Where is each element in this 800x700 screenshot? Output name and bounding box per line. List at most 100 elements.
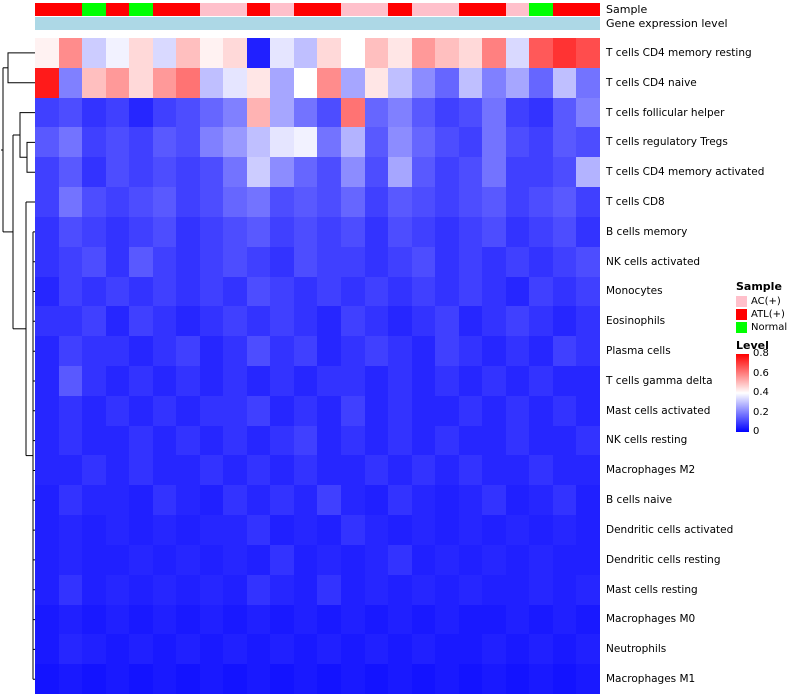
heatmap-cell (82, 246, 106, 277)
heatmap-cell (293, 366, 318, 396)
heatmap-cell (529, 157, 553, 188)
row-label: Mast cells resting (606, 583, 698, 596)
row-labels: T cells CD4 memory resting T cells CD4 na… (606, 38, 766, 694)
heatmap-cell (552, 306, 577, 337)
heatmap-cell (435, 395, 459, 426)
row-label: Eosinophils (606, 315, 666, 328)
heatmap-cell (246, 127, 271, 158)
heatmap-cell (293, 187, 318, 217)
sample-annotation-cell (435, 3, 459, 16)
heatmap-cell (58, 515, 83, 545)
heatmap-cell (246, 246, 271, 277)
heatmap-cell (223, 544, 247, 575)
heatmap-cell (388, 67, 412, 98)
heatmap-cell (529, 336, 553, 366)
heatmap-cell (199, 336, 224, 366)
heatmap-cell (82, 604, 106, 635)
heatmap-cell (364, 127, 389, 158)
row-label: Neutrophils (606, 643, 667, 656)
heatmap-cell (35, 574, 59, 605)
gene-expression-annotation-cell (129, 17, 153, 30)
heatmap-cell (458, 485, 483, 516)
heatmap-cell (293, 157, 318, 188)
heatmap-cell (199, 485, 224, 516)
heatmap-cell (576, 276, 600, 307)
heatmap-cell (388, 366, 412, 396)
heatmap-cell (411, 664, 436, 694)
heatmap-cell (576, 216, 600, 247)
heatmap-cell (105, 544, 130, 575)
heatmap-cell (388, 664, 412, 694)
sample-annotation-cell (505, 3, 530, 16)
heatmap-cell (576, 515, 600, 545)
heatmap-cell (82, 485, 106, 516)
heatmap-cell (317, 455, 342, 486)
heatmap-cell (199, 395, 224, 426)
heatmap-cell (552, 97, 577, 128)
heatmap-cell (388, 97, 412, 128)
heatmap-cell (576, 157, 600, 188)
heatmap-cell (35, 97, 59, 128)
heatmap-cell (529, 515, 553, 545)
heatmap-cell (411, 187, 436, 217)
row-label: T cells gamma delta (606, 374, 713, 387)
heatmap-cell (270, 395, 294, 426)
heatmap-cell (58, 97, 83, 128)
heatmap-cell (270, 366, 294, 396)
gene-expression-annotation-cell (152, 17, 177, 30)
heatmap-cell (529, 425, 553, 456)
row-label: Monocytes (606, 285, 663, 298)
sample-annotation-cell (388, 3, 412, 16)
heatmap-cell (246, 187, 271, 217)
heatmap-cell (35, 306, 59, 337)
heatmap-cell (341, 395, 365, 426)
heatmap-cell (505, 276, 530, 307)
heatmap-cell (388, 544, 412, 575)
heatmap-cell (105, 574, 130, 605)
heatmap-cell (293, 306, 318, 337)
heatmap-cell (317, 634, 342, 665)
heatmap-cell (270, 127, 294, 158)
gene-expression-annotation-cell (223, 17, 247, 30)
heatmap-cell (341, 67, 365, 98)
heatmap-cell (435, 604, 459, 635)
gene-expression-annotation-cell (341, 17, 365, 30)
gene-expression-annotation-cell (199, 17, 224, 30)
heatmap-cell (364, 455, 389, 486)
heatmap-cell (176, 574, 200, 605)
heatmap-cell (552, 216, 577, 247)
heatmap-cell (458, 127, 483, 158)
heatmap-cell (411, 246, 436, 277)
heatmap-cell (364, 664, 389, 694)
sample-annotation-cell (223, 3, 247, 16)
heatmap-cell (341, 336, 365, 366)
heatmap-cell (152, 157, 177, 188)
heatmap-cell (411, 306, 436, 337)
heatmap-cell (529, 634, 553, 665)
heatmap-cell (552, 664, 577, 694)
heatmap-cell (152, 574, 177, 605)
heatmap-cell (82, 67, 106, 98)
heatmap-cell (223, 216, 247, 247)
heatmap-cell (152, 336, 177, 366)
heatmap-cell (364, 306, 389, 337)
heatmap-cell (435, 38, 459, 68)
heatmap-cell (552, 246, 577, 277)
heatmap-cell (105, 157, 130, 188)
heatmap-cell (529, 455, 553, 486)
heatmap-cell (552, 366, 577, 396)
heatmap-cell (364, 246, 389, 277)
heatmap-cell (105, 336, 130, 366)
heatmap-cell (35, 395, 59, 426)
heatmap-cell (317, 366, 342, 396)
heatmap-cell (129, 544, 153, 575)
heatmap-cell (152, 544, 177, 575)
heatmap-cell (435, 336, 459, 366)
heatmap-cell (35, 425, 59, 456)
heatmap-cell (576, 187, 600, 217)
heatmap-cell (552, 604, 577, 635)
heatmap-cell (129, 634, 153, 665)
heatmap-cell (458, 574, 483, 605)
heatmap-cell (105, 366, 130, 396)
